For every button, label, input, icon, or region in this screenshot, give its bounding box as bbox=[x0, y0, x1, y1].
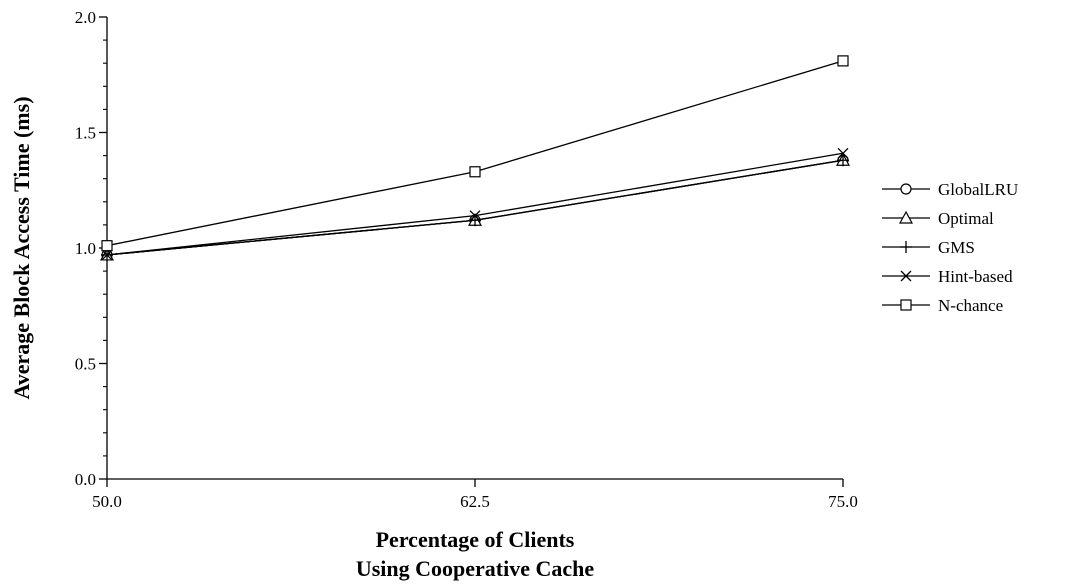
legend-label: Optimal bbox=[938, 209, 994, 228]
y-axis-title: Average Block Access Time (ms) bbox=[9, 96, 34, 399]
data-point-hint-based bbox=[837, 147, 849, 159]
y-tick-label: 1.0 bbox=[75, 239, 96, 258]
y-tick-label: 0.5 bbox=[75, 355, 96, 374]
y-tick-label: 2.0 bbox=[75, 8, 96, 27]
legend-marker-globallru bbox=[900, 183, 912, 195]
legend-label: GlobalLRU bbox=[938, 180, 1018, 199]
legend-item-gms: GMS bbox=[882, 238, 975, 257]
x-tick-label: 75.0 bbox=[828, 492, 858, 511]
x-axis-title-line2: Using Cooperative Cache bbox=[356, 556, 595, 581]
legend-label: Hint-based bbox=[938, 267, 1013, 286]
x-tick-label: 50.0 bbox=[92, 492, 122, 511]
legend-marker-n-chance bbox=[900, 299, 912, 311]
legend-marker-gms bbox=[900, 241, 912, 253]
y-tick-label: 0.0 bbox=[75, 470, 96, 489]
series-hint-based bbox=[101, 147, 849, 261]
data-point-gms bbox=[837, 154, 849, 167]
legend-item-n-chance: N-chance bbox=[882, 296, 1003, 315]
axes bbox=[106, 17, 843, 480]
data-point-hint-based bbox=[469, 210, 481, 222]
legend-label: GMS bbox=[938, 238, 975, 257]
legend-label: N-chance bbox=[938, 296, 1003, 315]
x-axis-title-line1: Percentage of Clients bbox=[376, 527, 575, 552]
legend-item-optimal: Optimal bbox=[882, 209, 994, 228]
y-ticks: 0.0 0.5 1.0 1.5 2.0 bbox=[75, 8, 107, 489]
legend-marker-optimal bbox=[898, 210, 914, 224]
x-tick-label: 62.5 bbox=[460, 492, 490, 511]
data-point-hint-based bbox=[101, 249, 113, 261]
legend-item-hint-based: Hint-based bbox=[882, 267, 1013, 286]
legend-item-globallru: GlobalLRU bbox=[882, 180, 1018, 199]
y-tick-label: 1.5 bbox=[75, 124, 96, 143]
x-ticks: 50.0 62.5 75.0 bbox=[92, 479, 858, 511]
series-n-chance bbox=[101, 55, 849, 252]
data-point-n-chance bbox=[837, 55, 849, 67]
series-layer bbox=[99, 55, 851, 261]
data-point-n-chance bbox=[469, 166, 481, 178]
legend: GlobalLRU Optimal GMS Hint-based N-chance bbox=[882, 180, 1018, 315]
data-point-n-chance bbox=[101, 240, 113, 252]
legend-marker-hint-based bbox=[900, 270, 912, 282]
